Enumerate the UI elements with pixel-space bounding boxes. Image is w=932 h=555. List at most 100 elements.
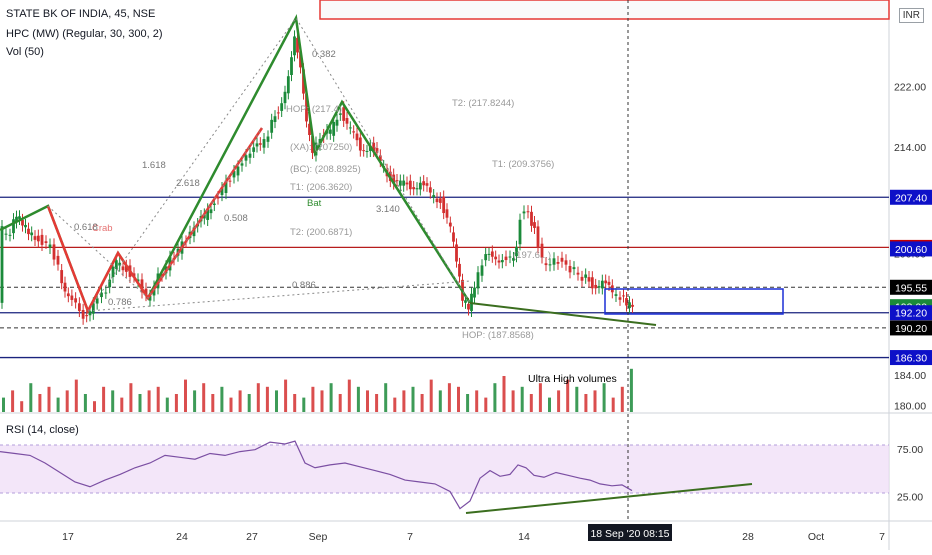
candle-body bbox=[48, 244, 52, 248]
volume-bar bbox=[366, 390, 369, 412]
candle-body bbox=[402, 180, 406, 186]
time-axis-tick: 7 bbox=[407, 531, 413, 543]
volume-annotation: Ultra High volumes bbox=[528, 373, 617, 385]
candle-body bbox=[442, 196, 446, 214]
candle-body bbox=[352, 131, 356, 133]
volume-bar bbox=[74, 379, 78, 412]
candle-body bbox=[500, 260, 504, 263]
time-axis-tick: 17 bbox=[62, 531, 74, 543]
candle-body bbox=[435, 198, 439, 203]
candle-body bbox=[515, 246, 518, 257]
volume-bar bbox=[347, 379, 351, 412]
candle-body bbox=[614, 294, 618, 296]
candle-body bbox=[299, 51, 302, 68]
candle-body bbox=[544, 263, 548, 266]
candle-body bbox=[95, 298, 99, 304]
candle-body bbox=[572, 267, 576, 270]
volume-label: Vol (50) bbox=[6, 46, 44, 58]
candle-body bbox=[30, 232, 34, 236]
volume-bar bbox=[11, 390, 15, 412]
pattern-annotation: (197.6...) bbox=[513, 250, 551, 261]
time-axis-tick: Oct bbox=[808, 531, 824, 543]
pattern-annotation: 2.618 bbox=[176, 178, 200, 189]
candle-body bbox=[607, 281, 611, 285]
candle-body bbox=[244, 155, 248, 161]
pattern-annotations: HOP: (217.4) T2: (217.8244) T1: (209.3756)… bbox=[74, 49, 554, 341]
price-tag-192.20 bbox=[890, 305, 932, 321]
price-tag-text: 207.40 bbox=[895, 192, 927, 204]
volume-bar bbox=[584, 394, 588, 412]
candle-body bbox=[494, 256, 498, 260]
pattern-annotation: T2: (217.8244) bbox=[452, 98, 514, 109]
ratio-line bbox=[87, 280, 471, 312]
candle-body bbox=[85, 315, 89, 317]
candle-body bbox=[392, 174, 396, 184]
candle-body bbox=[118, 262, 122, 266]
candle-body bbox=[77, 303, 81, 311]
price-trendline bbox=[469, 302, 657, 326]
time-axis-tick: 27 bbox=[246, 531, 258, 543]
volume-bar bbox=[411, 386, 415, 412]
candle-body bbox=[395, 180, 399, 182]
candle-body bbox=[220, 188, 224, 196]
pattern-annotation: T1: (209.3756) bbox=[492, 159, 554, 170]
candle-body bbox=[564, 260, 568, 265]
volume-bar bbox=[302, 397, 306, 412]
pattern-annotation: T1: (206.3620) bbox=[290, 182, 352, 193]
candle-body bbox=[290, 57, 293, 76]
candle-body bbox=[418, 182, 422, 190]
volume-bar bbox=[129, 383, 133, 412]
candle-body bbox=[144, 288, 148, 296]
volume-bar bbox=[20, 401, 24, 412]
volume-bar bbox=[484, 397, 488, 412]
volume-bars: Ultra High volumes bbox=[2, 368, 633, 412]
volume-bar bbox=[65, 390, 69, 412]
candle-body bbox=[518, 219, 522, 245]
candle-body bbox=[405, 182, 409, 185]
volume-bar bbox=[593, 390, 597, 412]
candle-body bbox=[398, 180, 402, 186]
candle-body bbox=[590, 277, 594, 289]
candle-body bbox=[18, 216, 21, 219]
volume-bar bbox=[311, 386, 315, 412]
cursor-label: 18 Sep '20 08:15 bbox=[590, 528, 669, 540]
candle-body bbox=[604, 280, 608, 284]
candle-body bbox=[24, 224, 27, 228]
candle-body bbox=[308, 123, 311, 136]
volume-bar bbox=[211, 394, 215, 412]
volume-bar bbox=[138, 394, 142, 412]
candle-body bbox=[425, 183, 429, 186]
candle-body bbox=[276, 112, 280, 114]
candle-body bbox=[27, 228, 30, 235]
chart-title: STATE BK OF INDIA, 45, NSE bbox=[6, 8, 156, 20]
candle-body bbox=[464, 300, 467, 303]
candle-body bbox=[594, 284, 598, 289]
candle-body bbox=[140, 279, 144, 293]
candle-body bbox=[622, 295, 625, 297]
candle-body bbox=[273, 116, 277, 123]
candle-body bbox=[358, 137, 362, 151]
candle-body bbox=[21, 219, 24, 226]
candle-body bbox=[480, 265, 484, 276]
volume-bar bbox=[611, 397, 615, 412]
candle-body bbox=[504, 256, 508, 261]
candle-body bbox=[428, 187, 432, 193]
volume-bar bbox=[102, 386, 106, 412]
pattern-annotation: HOP: (217.4) bbox=[286, 104, 342, 115]
candle-body bbox=[232, 171, 236, 178]
horizontal-levels bbox=[0, 196, 889, 359]
candle-body bbox=[422, 181, 426, 186]
candle-body bbox=[121, 266, 125, 271]
time-axis-ticks: 172427Sep7142128Oct718 Sep '20 08:15 bbox=[62, 524, 885, 543]
volume-bar bbox=[338, 394, 342, 412]
candle-body bbox=[365, 150, 369, 152]
pattern-annotation: T2: (200.6871) bbox=[290, 227, 352, 238]
candle-body bbox=[280, 103, 284, 111]
volume-bar bbox=[329, 383, 333, 412]
candle-body bbox=[286, 76, 290, 94]
candle-body bbox=[497, 260, 501, 263]
candle-body bbox=[124, 265, 128, 272]
currency-badge[interactable]: INR bbox=[898, 8, 924, 23]
volume-bar bbox=[174, 394, 178, 412]
candle-body bbox=[348, 127, 352, 129]
